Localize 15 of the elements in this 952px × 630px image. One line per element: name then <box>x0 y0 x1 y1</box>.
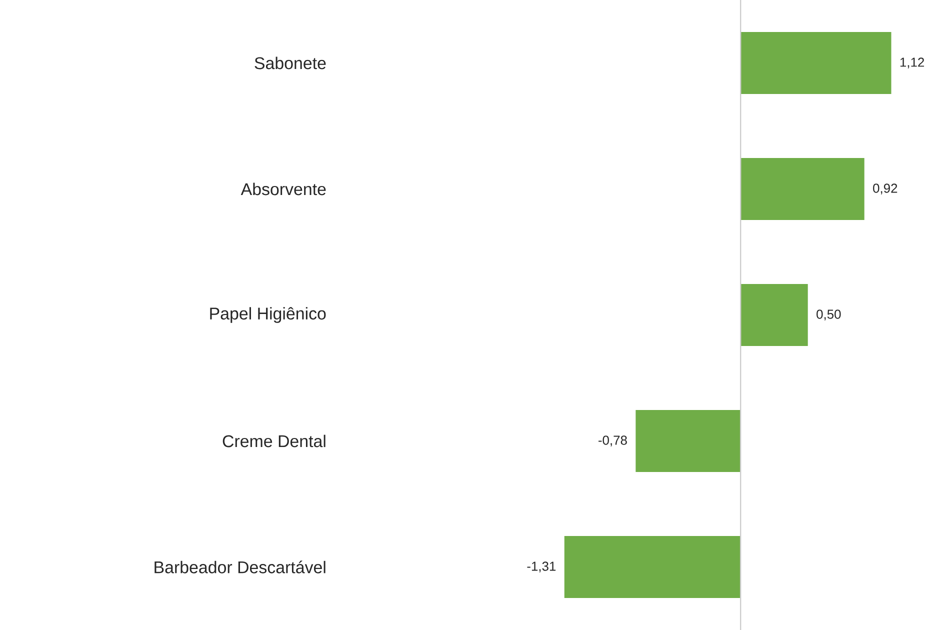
data-label: 0,50 <box>816 310 841 320</box>
bar <box>740 284 808 346</box>
y-tick-label: Papel Higiênico <box>210 307 326 323</box>
data-label: 0,92 <box>873 184 898 194</box>
y-tick-label: Barbeador Descartável <box>154 560 326 574</box>
bar <box>740 158 864 220</box>
data-label: -1,31 <box>527 562 556 572</box>
bar <box>564 536 741 598</box>
y-tick-label: Creme Dental <box>222 434 326 448</box>
bar <box>740 32 892 94</box>
y-tick-label: Sabonete <box>254 56 326 70</box>
data-label: 1,12 <box>900 58 924 68</box>
data-label: -0,78 <box>598 436 627 446</box>
y-tick-label: Absorvente <box>240 182 326 196</box>
bar <box>636 410 741 472</box>
